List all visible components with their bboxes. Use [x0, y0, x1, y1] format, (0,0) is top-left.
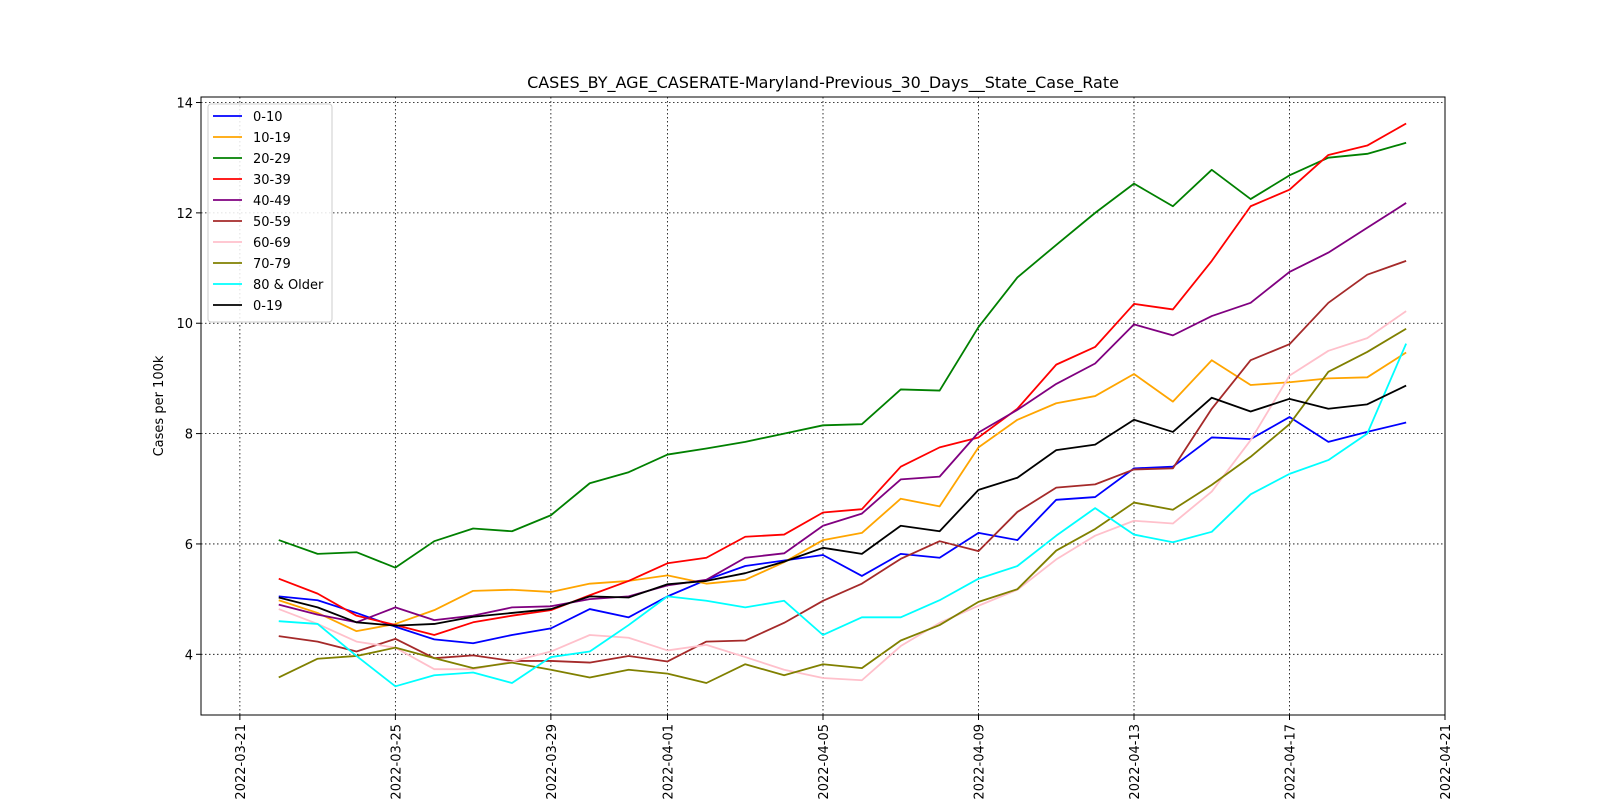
grid — [201, 97, 1446, 715]
chart-title: CASES_BY_AGE_CASERATE-Maryland-Previous_… — [527, 73, 1119, 93]
y-tick-label: 12 — [176, 207, 193, 222]
series-line-40-49 — [278, 202, 1407, 624]
series-line-80-older — [278, 343, 1407, 688]
series-line-60-69 — [278, 310, 1407, 682]
legend-label: 80 & Older — [253, 278, 324, 293]
series-line-0-19 — [278, 384, 1407, 627]
y-tick-label: 4 — [185, 648, 193, 663]
series-line-20-29 — [278, 141, 1407, 569]
y-tick-label: 10 — [176, 317, 193, 332]
x-tick-label: 2022-04-21 — [1439, 724, 1454, 800]
legend-label: 30-39 — [253, 173, 291, 188]
legend-label: 20-29 — [253, 152, 291, 167]
x-tick-label: 2022-04-01 — [662, 724, 677, 800]
series-line-0-10 — [278, 416, 1407, 645]
y-axis-ticks: 4 6 8 10 12 14 — [176, 97, 201, 663]
x-tick-label: 2022-04-13 — [1128, 724, 1143, 800]
x-tick-label: 2022-03-29 — [545, 724, 560, 800]
legend-label: 10-19 — [253, 131, 291, 146]
x-axis-ticks: 2022-03-21 2022-03-25 2022-03-29 2022-04-01… — [234, 715, 1454, 800]
y-tick-label: 14 — [176, 97, 193, 112]
y-axis-label: Cases per 100k — [152, 355, 167, 456]
legend-label: 50-59 — [253, 215, 291, 230]
y-tick-label: 8 — [185, 428, 193, 443]
series-line-70-79 — [278, 327, 1407, 684]
series-lines — [278, 122, 1407, 688]
x-tick-label: 2022-03-21 — [234, 724, 249, 800]
x-tick-label: 2022-04-05 — [817, 724, 832, 800]
series-line-30-39 — [278, 122, 1407, 636]
legend-label: 40-49 — [253, 194, 291, 209]
legend-label: 60-69 — [253, 236, 291, 251]
series-line-10-19 — [278, 351, 1407, 633]
legend-label: 0-10 — [253, 110, 283, 125]
legend-label: 70-79 — [253, 257, 291, 272]
legend: 0-10 10-19 20-29 30-39 40-49 50-59 60-69 70-79 8… — [207, 103, 333, 323]
legend-label: 0-19 — [253, 299, 283, 314]
x-tick-label: 2022-03-25 — [389, 724, 404, 800]
x-tick-label: 2022-04-17 — [1284, 724, 1299, 800]
series-line-50-59 — [278, 260, 1407, 664]
y-tick-label: 6 — [185, 538, 193, 553]
x-tick-label: 2022-04-09 — [973, 724, 988, 800]
